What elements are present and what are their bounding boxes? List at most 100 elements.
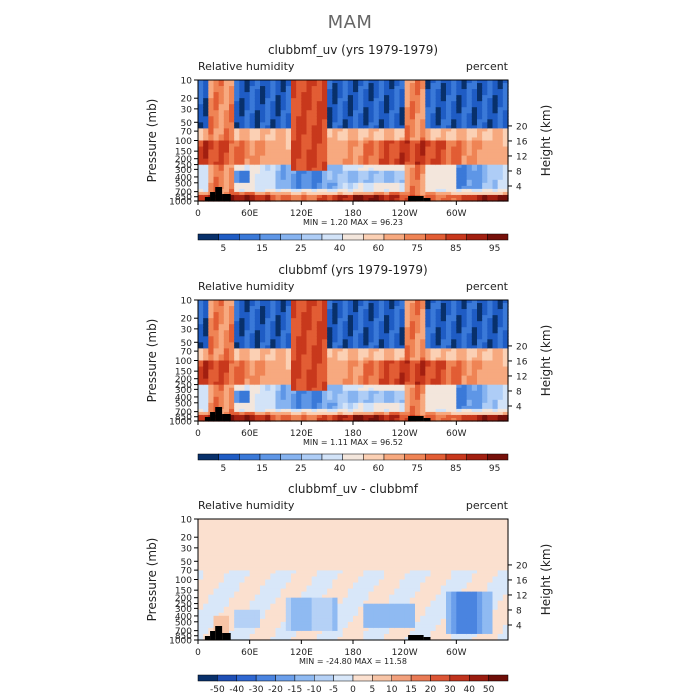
heatmap-cell [337, 384, 344, 389]
heatmap-cell [311, 152, 318, 157]
heatmap-cell [229, 342, 235, 346]
heatmap-cell [415, 390, 421, 395]
heatmap-cell [254, 339, 261, 343]
heatmap-cell [316, 194, 323, 199]
heatmap-cell [420, 158, 426, 163]
heatmap-cell [353, 173, 359, 178]
heatmap-cell [265, 417, 271, 422]
heatmap-cell [218, 152, 225, 157]
heatmap-cell [471, 318, 478, 322]
heatmap-cell [260, 80, 266, 84]
heatmap-cell [415, 176, 421, 181]
heatmap-cell [373, 194, 380, 199]
heatmap-cell [389, 125, 395, 130]
heatmap-cell [275, 381, 282, 386]
heatmap-cell [347, 80, 354, 84]
heatmap-cell [497, 357, 504, 362]
heatmap-cell [244, 396, 251, 401]
y2-tick-label: 12 [516, 372, 527, 382]
heatmap-cell [435, 330, 442, 334]
heatmap-cell [353, 321, 359, 325]
heatmap-cell [208, 128, 215, 133]
heatmap-cell [296, 351, 302, 356]
heatmap-cell [234, 167, 240, 172]
heatmap-cell [451, 405, 457, 410]
heatmap-cell [420, 366, 426, 371]
heatmap-cell [420, 345, 426, 350]
heatmap-cell [244, 366, 251, 371]
heatmap-cell [332, 300, 339, 304]
heatmap-cell [316, 182, 323, 187]
heatmap-cell [425, 309, 432, 313]
heatmap-cell [265, 339, 271, 343]
heatmap-cell [497, 375, 504, 380]
heatmap-cell [254, 348, 261, 353]
heatmap-cell [332, 191, 339, 196]
heatmap-cell [451, 300, 457, 304]
heatmap-cell [316, 197, 323, 202]
heatmap-cell [394, 384, 401, 389]
heatmap-cell [389, 134, 395, 139]
heatmap-cell [208, 351, 215, 356]
heatmap-cell [254, 170, 261, 175]
heatmap-cell [213, 324, 220, 328]
heatmap-cell [440, 80, 447, 84]
heatmap-cell [337, 95, 344, 99]
heatmap-cell [203, 366, 209, 371]
heatmap-cell [446, 348, 452, 353]
heatmap-cell [363, 375, 370, 380]
heatmap-cell [451, 98, 457, 102]
heatmap-cell [420, 312, 426, 316]
heatmap-cell [347, 357, 354, 362]
heatmap-cell [218, 306, 225, 310]
heatmap-cell [275, 140, 282, 145]
heatmap-cell [203, 357, 209, 362]
heatmap-cell [327, 408, 333, 413]
heatmap-cell [482, 336, 488, 340]
heatmap-cell [440, 375, 447, 380]
heatmap-cell [420, 161, 426, 166]
heatmap-cell [497, 411, 504, 416]
heatmap-cell [291, 402, 297, 407]
heatmap-cell [394, 372, 401, 377]
heatmap-cell [404, 116, 411, 120]
heatmap-cell [487, 98, 494, 102]
heatmap-cell [260, 381, 266, 386]
heatmap-cell [456, 375, 463, 380]
heatmap-cell [213, 128, 220, 133]
heatmap-cell [353, 128, 359, 133]
heatmap-cell [244, 348, 251, 353]
heatmap-cell [239, 315, 246, 319]
heatmap-cell [466, 318, 473, 322]
heatmap-cell [373, 155, 380, 160]
heatmap-cell [265, 113, 271, 117]
heatmap-cell [482, 98, 488, 102]
heatmap-cell [234, 92, 240, 96]
heatmap-cell [347, 137, 354, 142]
heatmap-cell [384, 387, 390, 392]
heatmap-cell [347, 318, 354, 322]
heatmap-cell [234, 158, 240, 163]
heatmap-cell [482, 152, 488, 157]
y2-tick-label: 8 [516, 167, 522, 177]
heatmap-cell [296, 179, 302, 184]
heatmap-cell [399, 330, 406, 334]
heatmap-cell [280, 185, 287, 190]
heatmap-cell [265, 173, 271, 178]
heatmap-cell [487, 122, 494, 126]
heatmap-cell [223, 384, 230, 389]
heatmap-cell [446, 125, 452, 130]
heatmap-cell [254, 324, 261, 328]
heatmap-cell [409, 125, 416, 130]
heatmap-cell [223, 128, 230, 133]
heatmap-cell [311, 321, 318, 325]
heatmap-cell [492, 411, 499, 416]
heatmap-cell [378, 417, 385, 422]
heatmap-cell [203, 119, 209, 123]
heatmap-cell [275, 188, 282, 193]
topography-block [215, 407, 223, 421]
heatmap-cell [213, 107, 220, 111]
heatmap-cell [492, 354, 499, 359]
heatmap-cell [311, 366, 318, 371]
heatmap-cell [394, 146, 401, 151]
